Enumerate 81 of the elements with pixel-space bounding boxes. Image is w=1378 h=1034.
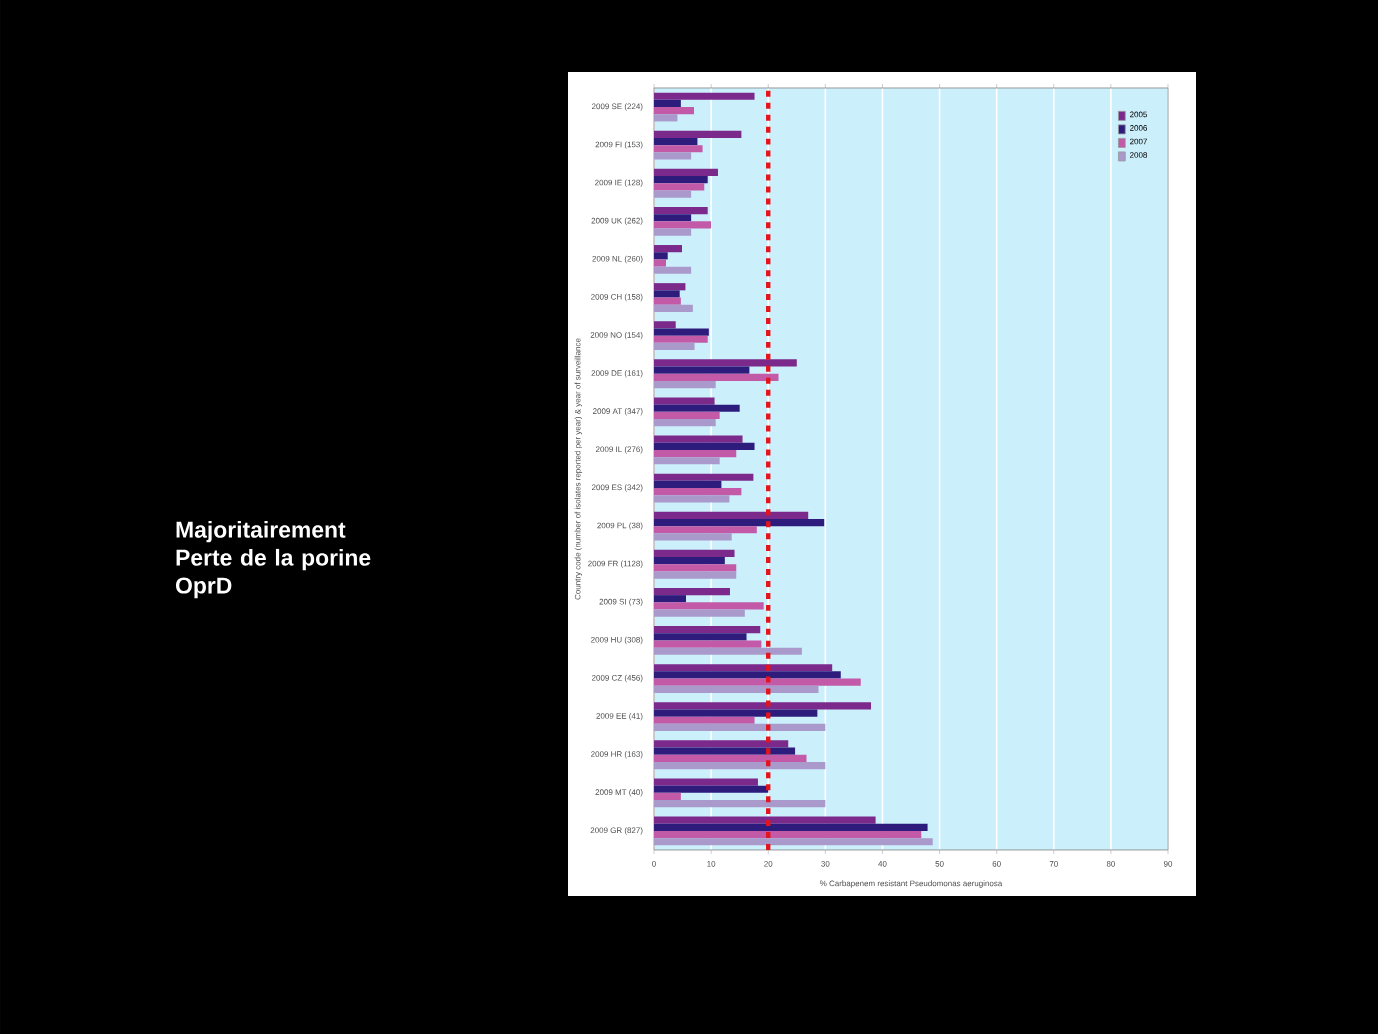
bar <box>654 176 708 184</box>
bar <box>654 480 722 489</box>
bar <box>654 557 725 565</box>
bar <box>654 328 709 336</box>
bar <box>654 145 703 153</box>
bar <box>654 252 668 260</box>
bar <box>654 221 712 229</box>
bar <box>654 671 841 679</box>
bar <box>654 442 755 450</box>
bar <box>654 723 826 732</box>
bar <box>654 473 754 481</box>
bar <box>654 290 680 298</box>
bar <box>654 792 681 801</box>
bar <box>654 130 742 138</box>
bar <box>654 457 720 465</box>
bar <box>654 92 755 100</box>
bar <box>654 800 826 808</box>
bar <box>654 838 933 846</box>
bar <box>654 190 692 198</box>
bar <box>654 633 747 641</box>
bar <box>654 366 750 374</box>
bar <box>654 511 809 519</box>
bar <box>654 168 718 177</box>
bar <box>654 664 833 672</box>
bar <box>654 259 667 267</box>
bar <box>654 206 708 215</box>
bar <box>654 647 802 655</box>
bar <box>654 685 819 693</box>
bar <box>654 533 732 541</box>
bar <box>654 495 730 503</box>
bar <box>654 449 737 458</box>
bar <box>654 626 761 634</box>
bar <box>654 678 861 686</box>
bar <box>654 754 807 762</box>
bar <box>654 397 715 405</box>
bar <box>654 785 769 793</box>
bar <box>654 488 742 496</box>
bar <box>654 373 779 381</box>
bar <box>654 411 720 420</box>
bar <box>654 761 826 770</box>
bar <box>654 266 692 274</box>
bar <box>654 214 692 222</box>
bar <box>654 747 796 755</box>
bar <box>654 716 755 724</box>
bar <box>654 702 872 710</box>
bar <box>654 99 681 108</box>
bar <box>654 304 693 312</box>
bar <box>654 778 758 786</box>
bar <box>654 283 686 291</box>
bar <box>654 526 757 534</box>
bar <box>654 435 743 443</box>
bar <box>654 640 762 648</box>
bar <box>654 137 698 146</box>
bar <box>654 709 818 717</box>
bar <box>654 335 708 343</box>
bar <box>654 518 825 527</box>
bar <box>654 595 686 603</box>
bar <box>654 740 789 748</box>
bar <box>654 380 716 389</box>
bar <box>654 342 695 351</box>
bar <box>654 297 681 305</box>
bar <box>654 609 745 617</box>
bar <box>654 419 716 427</box>
bar <box>654 183 705 191</box>
bar <box>654 549 735 558</box>
bar <box>654 816 876 824</box>
bar <box>654 602 764 610</box>
bar <box>654 228 692 236</box>
bar <box>654 564 737 572</box>
bar <box>654 587 730 596</box>
bar <box>654 823 928 831</box>
bar <box>654 245 682 253</box>
bar <box>654 114 678 122</box>
bar <box>654 152 692 160</box>
bar <box>654 571 737 579</box>
bar <box>654 321 676 329</box>
bar <box>654 107 694 115</box>
bar <box>654 359 797 367</box>
bar <box>654 404 740 412</box>
bar <box>654 830 922 839</box>
text: Majoritairement Perte de la porine OprD <box>175 521 371 599</box>
